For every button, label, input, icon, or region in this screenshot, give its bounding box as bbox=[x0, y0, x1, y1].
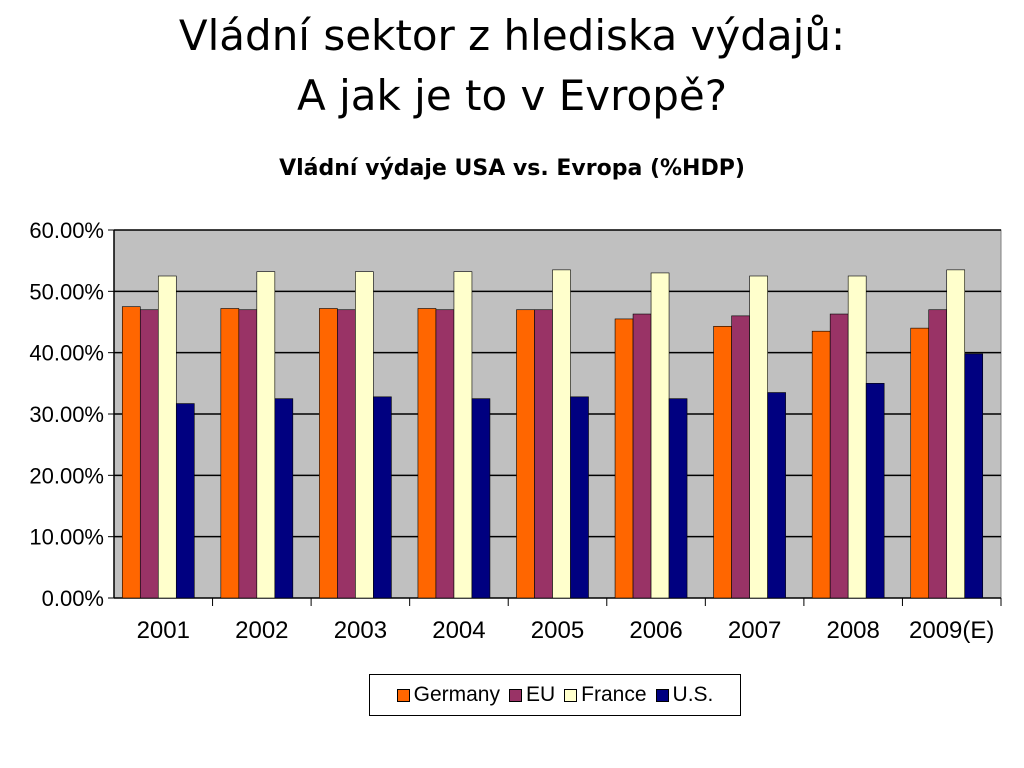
x-tick-label: 2007 bbox=[728, 617, 781, 644]
x-tick-label: 2009(E) bbox=[909, 617, 994, 644]
bar-france-2005 bbox=[552, 269, 571, 599]
bar-france-2003 bbox=[355, 271, 374, 599]
legend-swatch bbox=[564, 688, 578, 702]
y-tick-label: 0.00% bbox=[42, 586, 104, 611]
bar-france-2006 bbox=[650, 272, 670, 599]
bar-us-2002 bbox=[274, 398, 294, 599]
bar-france-2004 bbox=[453, 271, 473, 599]
bar-us-2001 bbox=[175, 403, 195, 599]
chart-title: Vládní výdaje USA vs. Evropa (%HDP) bbox=[279, 156, 745, 181]
bar-eu-2009E bbox=[928, 309, 948, 599]
bar-france-2009E bbox=[946, 269, 966, 599]
bar-us-2004 bbox=[471, 398, 491, 599]
bar-france-2002 bbox=[256, 271, 276, 599]
y-tick-label: 60.00% bbox=[29, 218, 104, 243]
legend-label: Germany bbox=[413, 683, 500, 706]
y-tick-label: 40.00% bbox=[29, 341, 104, 366]
bar-eu-2004 bbox=[435, 309, 455, 599]
y-tick-label: 20.00% bbox=[29, 463, 104, 488]
x-tick-label: 2003 bbox=[334, 617, 387, 644]
bar-germany-2001 bbox=[121, 306, 141, 599]
legend-label: U.S. bbox=[672, 683, 714, 706]
bar-us-2008 bbox=[865, 383, 885, 599]
bar-germany-2007 bbox=[713, 325, 732, 599]
bar-france-2007 bbox=[749, 275, 768, 599]
legend-item-france: France bbox=[564, 683, 647, 707]
legend-swatch bbox=[396, 688, 410, 702]
bar-germany-2005 bbox=[516, 309, 535, 599]
bar-eu-2005 bbox=[534, 309, 553, 599]
bar-germany-2006 bbox=[614, 318, 634, 599]
bar-us-2009E bbox=[964, 353, 984, 599]
bar-us-2007 bbox=[767, 392, 786, 599]
bar-us-2006 bbox=[668, 398, 688, 599]
bar-germany-2008 bbox=[811, 330, 831, 599]
bar-us-2005 bbox=[570, 396, 589, 599]
legend-item-us: U.S. bbox=[655, 683, 714, 707]
y-tick-label: 10.00% bbox=[29, 525, 104, 550]
bar-germany-2009E bbox=[910, 327, 930, 599]
x-tick-label: 2006 bbox=[629, 617, 682, 644]
bar-germany-2002 bbox=[220, 308, 240, 599]
legend-swatch bbox=[655, 688, 669, 702]
legend-item-germany: Germany bbox=[396, 683, 500, 707]
bar-france-2001 bbox=[157, 275, 177, 599]
bar-eu-2003 bbox=[337, 309, 356, 599]
legend-label: France bbox=[581, 683, 647, 706]
bar-eu-2006 bbox=[632, 313, 652, 599]
bar-eu-2001 bbox=[139, 309, 159, 599]
legend-swatch bbox=[508, 688, 522, 702]
x-tick-label: 2001 bbox=[137, 617, 190, 644]
slide-title-line-2: A jak je to v Evropě? bbox=[297, 71, 727, 120]
slide-title: Vládní sektor z hlediska výdajů: A jak j… bbox=[0, 6, 1024, 126]
x-tick-label: 2004 bbox=[432, 617, 485, 644]
bar-eu-2008 bbox=[829, 313, 849, 599]
slide-title-line-1: Vládní sektor z hlediska výdajů: bbox=[178, 11, 846, 60]
y-tick-label: 30.00% bbox=[29, 402, 104, 427]
bar-us-2003 bbox=[373, 396, 392, 599]
x-tick-label: 2005 bbox=[531, 617, 584, 644]
bar-germany-2003 bbox=[319, 308, 338, 599]
x-tick-label: 2002 bbox=[235, 617, 288, 644]
bar-germany-2004 bbox=[417, 308, 437, 599]
bar-france-2008 bbox=[847, 275, 867, 599]
y-tick-label: 50.00% bbox=[29, 279, 104, 304]
x-tick-label: 2008 bbox=[826, 617, 879, 644]
legend-item-eu: EU bbox=[508, 683, 556, 707]
chart-legend: Germany EU France U.S. bbox=[369, 674, 741, 716]
legend-label: EU bbox=[525, 683, 556, 706]
bar-eu-2002 bbox=[238, 309, 258, 599]
bar-eu-2007 bbox=[731, 315, 750, 599]
